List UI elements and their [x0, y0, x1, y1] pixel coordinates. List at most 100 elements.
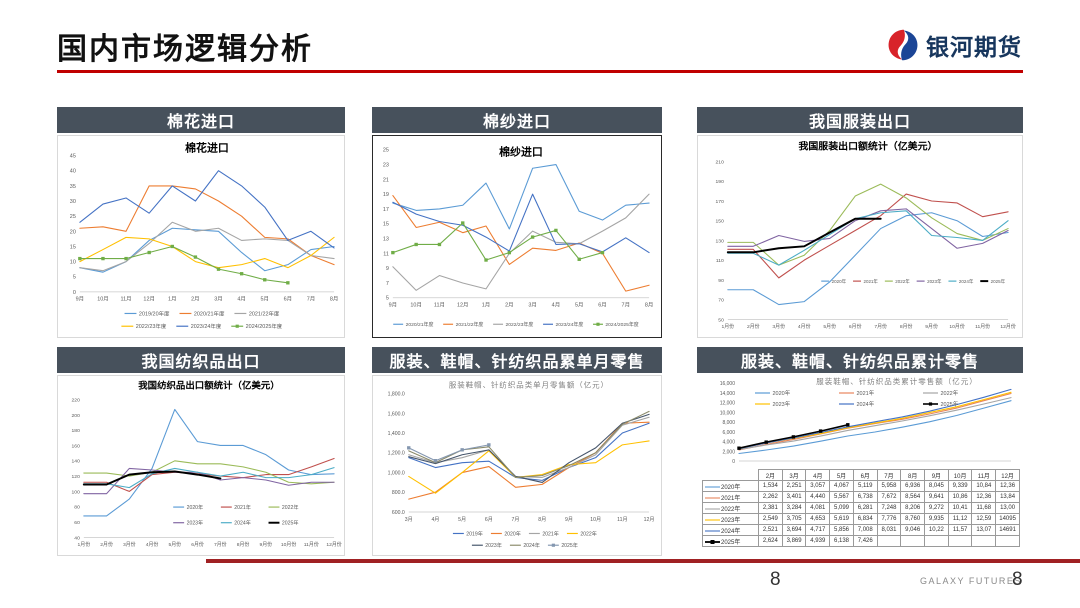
svg-text:5月: 5月 [260, 296, 268, 303]
svg-text:2022年: 2022年 [282, 504, 299, 511]
svg-text:5月: 5月 [575, 302, 583, 309]
monthly-retail-line-chart: 600.0 800.0 1,000.0 1,200.0 1,400.0 1,600.0 1,… [388, 381, 655, 549]
svg-text:80: 80 [74, 505, 80, 511]
panel-yarn-imports: 棉纱进口 5 7 9 11 13 15 17 19 21 23 25 9月 10月 11月 12月 1月 2月 3… [372, 107, 662, 338]
svg-text:17: 17 [383, 207, 389, 213]
svg-text:2024/2025年度: 2024/2025年度 [246, 322, 283, 330]
svg-text:2023年: 2023年 [187, 520, 204, 527]
svg-text:4月份: 4月份 [146, 541, 159, 548]
footer-page-number-right: 8 [1012, 569, 1023, 590]
cumulative-retail-table-wrap: 2月 3月 4月 5月 6月 7月 8月 9月 10月 11月 12月 2020年 1,534 2,251… [702, 469, 1020, 556]
svg-text:10月: 10月 [590, 517, 601, 523]
svg-text:2月份: 2月份 [747, 323, 760, 330]
apparel-exports-line-chart: 50 70 90 110 130 150 170 190 210 1月份 2月份 3月份 4月份 5月份 6… [716, 140, 1016, 330]
panel-cumulative-retail: 服装、鞋帽、针纺织品累计零售 0 2,000 4,000 6,000 8,000 10,0… [697, 347, 1023, 558]
svg-text:2023/24年度: 2023/24年度 [191, 322, 222, 330]
svg-text:200: 200 [72, 413, 81, 419]
yarn-imports-chart-box: 5 7 9 11 13 15 17 19 21 23 25 9月 10月 11月 12月 1月 2月 3月 4月 5月… [372, 135, 662, 338]
svg-text:180: 180 [72, 428, 81, 434]
svg-text:2021年: 2021年 [863, 278, 878, 285]
svg-text:2021/22年度: 2021/22年度 [456, 321, 484, 328]
footer-brand: GALAXY FUTURES [920, 576, 1022, 586]
svg-text:棉纱进口: 棉纱进口 [499, 145, 543, 159]
svg-text:1月份: 1月份 [77, 541, 90, 548]
svg-text:140: 140 [72, 459, 81, 465]
svg-text:9: 9 [386, 266, 389, 272]
svg-text:9月: 9月 [565, 517, 573, 523]
svg-text:12月: 12月 [644, 517, 655, 523]
table-row: 2025年 2,624 3,869 4,939 6,138 7,426 [702, 535, 1020, 547]
svg-text:10: 10 [70, 260, 76, 266]
svg-text:190: 190 [716, 179, 725, 185]
svg-text:6月份: 6月份 [849, 323, 862, 330]
svg-text:5: 5 [386, 296, 389, 302]
svg-text:2024/2025年度: 2024/2025年度 [605, 321, 638, 328]
svg-text:9月: 9月 [76, 296, 84, 303]
panel-apparel-exports: 我国服装出口 50 70 90 110 130 150 170 190 210 1月份 2月份 3月份… [697, 107, 1023, 338]
svg-text:1,200.0: 1,200.0 [388, 451, 405, 457]
svg-text:7: 7 [386, 281, 389, 287]
svg-text:2025年: 2025年 [561, 542, 578, 549]
logo: 银河期货 [886, 28, 1022, 62]
svg-text:4月: 4月 [431, 517, 439, 523]
svg-text:8月份: 8月份 [237, 541, 250, 548]
svg-text:11月份: 11月份 [975, 323, 990, 330]
svg-text:12月: 12月 [143, 296, 154, 303]
monthly-retail-chart-box: 600.0 800.0 1,000.0 1,200.0 1,400.0 1,600.0 1,… [372, 375, 662, 556]
page-title: 国内市场逻辑分析 [57, 33, 313, 66]
svg-text:5: 5 [73, 275, 76, 281]
svg-text:2020/21年度: 2020/21年度 [194, 309, 225, 317]
cumulative-retail-data-table: 2月 3月 4月 5月 6月 7月 8月 9月 10月 11月 12月 2020年 1,534 2,251… [702, 469, 1020, 547]
svg-text:10月: 10月 [97, 296, 108, 303]
table-row: 2021年 2,262 3,401 4,440 5,567 6,738 7,672 8,564… [702, 491, 1020, 503]
svg-text:2023年: 2023年 [927, 278, 942, 285]
svg-text:3月: 3月 [214, 296, 222, 303]
svg-text:130: 130 [716, 238, 725, 244]
svg-text:50: 50 [718, 317, 724, 323]
svg-text:2022年: 2022年 [580, 530, 597, 537]
svg-text:2023年: 2023年 [773, 400, 791, 408]
svg-text:6月: 6月 [485, 517, 493, 523]
svg-text:7月: 7月 [307, 296, 315, 303]
svg-text:12月份: 12月份 [1000, 323, 1016, 330]
svg-text:6月: 6月 [284, 296, 292, 303]
svg-text:8月: 8月 [538, 517, 546, 523]
svg-text:服装鞋帽、针纺织品类单月零售额（亿元）: 服装鞋帽、针纺织品类单月零售额（亿元） [449, 381, 609, 390]
svg-text:7月份: 7月份 [214, 541, 227, 548]
svg-text:2025年: 2025年 [941, 400, 959, 408]
yarn-imports-line-chart: 5 7 9 11 13 15 17 19 21 23 25 9月 10月 11月 12月 1月 2月 3月 4月 5月… [383, 145, 653, 329]
svg-text:11月: 11月 [434, 302, 445, 309]
panel-header-yarn-imports: 棉纱进口 [372, 107, 662, 133]
panel-cotton-imports: 棉花进口 0 5 10 15 20 25 30 35 40 45 9月 10月 11月 12月 1月 2月 3月… [57, 107, 345, 338]
galaxy-swirl-icon [888, 29, 918, 61]
svg-text:2月: 2月 [505, 302, 513, 309]
table-row: 2022年 2,381 3,284 4,081 5,099 6,281 7,248 8,206… [702, 502, 1020, 514]
svg-text:1,800.0: 1,800.0 [388, 392, 405, 398]
svg-text:2025年: 2025年 [991, 278, 1006, 285]
svg-text:10月份: 10月份 [949, 323, 965, 330]
svg-text:13: 13 [383, 237, 389, 243]
cotton-imports-line-chart: 0 5 10 15 20 25 30 35 40 45 9月 10月 11月 12月 1月 2月 3月 4月 5月 6… [70, 141, 338, 330]
svg-text:90: 90 [718, 278, 724, 284]
svg-text:25: 25 [383, 148, 389, 154]
svg-text:70: 70 [718, 298, 724, 304]
svg-text:6月份: 6月份 [191, 541, 204, 548]
svg-text:150: 150 [716, 219, 725, 225]
svg-text:8月: 8月 [645, 302, 653, 309]
svg-text:6月: 6月 [598, 302, 606, 309]
apparel-exports-chart-box: 50 70 90 110 130 150 170 190 210 1月份 2月份 3月份 4月份 5月份 6… [697, 135, 1023, 338]
svg-text:2月份: 2月份 [100, 541, 113, 548]
svg-text:1月: 1月 [482, 302, 490, 309]
svg-text:7月份: 7月份 [874, 323, 887, 330]
svg-text:2023年: 2023年 [485, 542, 502, 549]
svg-text:15: 15 [70, 244, 76, 250]
svg-text:120: 120 [72, 474, 81, 480]
svg-text:0: 0 [73, 290, 76, 296]
svg-text:棉花进口: 棉花进口 [185, 141, 229, 155]
panel-header-apparel-exports: 我国服装出口 [697, 107, 1023, 133]
svg-text:3月份: 3月份 [772, 323, 785, 330]
svg-text:1,400.0: 1,400.0 [388, 431, 405, 437]
svg-text:0: 0 [732, 459, 735, 465]
svg-text:16,000: 16,000 [720, 381, 736, 387]
svg-text:2020年: 2020年 [504, 530, 521, 537]
